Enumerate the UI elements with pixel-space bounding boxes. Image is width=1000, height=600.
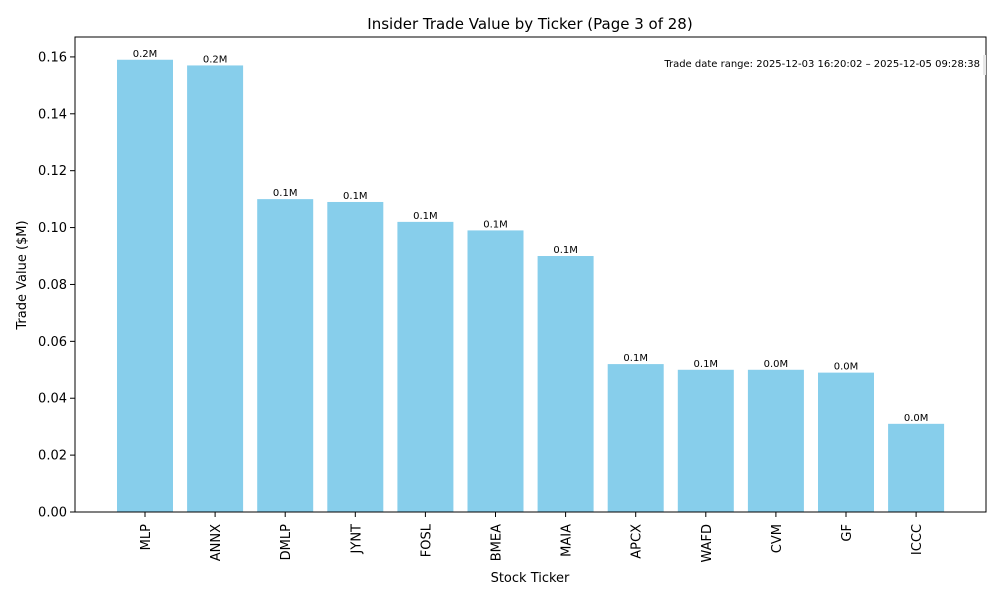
x-tick-label: WAFD	[700, 524, 715, 563]
x-tick-label: APCX	[630, 524, 645, 559]
bar-dmlp	[257, 199, 314, 513]
y-tick-label: 0.00	[38, 506, 67, 521]
plot-area-frame	[74, 36, 987, 513]
bar-fosl	[397, 221, 454, 512]
bar-maia	[537, 256, 594, 512]
bar-cvm	[747, 369, 804, 512]
bar-value-label: 0.1M	[483, 219, 508, 230]
x-tick-label: MAIA	[560, 524, 575, 557]
bar-value-label: 0.1M	[553, 245, 578, 256]
bar-value-label: 0.1M	[343, 191, 368, 202]
date-range-annotation: Trade date range: 2025-12-03 16:20:02 – …	[663, 59, 980, 70]
y-tick-label: 0.04	[38, 392, 67, 407]
x-tick-label: DMLP	[279, 524, 294, 560]
x-tick-label: JYNT	[349, 524, 364, 554]
bar-bmea	[467, 230, 524, 512]
y-tick-label: 0.14	[38, 107, 67, 122]
x-axis-label: Stock Ticker	[491, 571, 570, 586]
bar-apcx	[607, 364, 664, 512]
x-tick-label: CVM	[770, 524, 785, 553]
bar-annx	[187, 65, 244, 512]
x-tick-label: BMEA	[490, 524, 505, 561]
bar-value-label: 0.1M	[413, 211, 438, 222]
y-tick-label: 0.06	[38, 335, 67, 350]
bar-wafd	[677, 369, 734, 512]
annotation-edge	[983, 55, 986, 75]
bar-value-label: 0.1M	[694, 359, 719, 370]
x-tick-label: GF	[840, 524, 855, 542]
bar-value-label: 0.0M	[904, 413, 929, 424]
x-tick-label: ICCC	[910, 524, 925, 555]
x-tick-label: MLP	[139, 524, 154, 550]
bar-value-label: 0.0M	[834, 362, 859, 373]
y-tick-label: 0.16	[38, 50, 67, 65]
bar-value-label: 0.0M	[764, 359, 789, 370]
y-tick-label: 0.12	[38, 164, 67, 179]
bar-value-label: 0.2M	[133, 49, 158, 60]
bar-value-label: 0.2M	[203, 54, 228, 65]
x-tick-label: ANNX	[209, 524, 224, 561]
chart-title: Insider Trade Value by Ticker (Page 3 of…	[367, 15, 692, 33]
y-tick-label: 0.10	[38, 221, 67, 236]
bar-value-label: 0.1M	[273, 188, 298, 199]
bar-mlp	[117, 59, 173, 513]
bar-gf	[818, 372, 874, 512]
bar-jynt	[327, 201, 384, 512]
y-tick-label: 0.02	[38, 449, 67, 464]
bar-value-label: 0.1M	[623, 353, 648, 364]
bar-iccc	[888, 423, 945, 512]
x-tick-label: FOSL	[419, 523, 434, 557]
y-axis-label: Trade Value ($M)	[15, 220, 30, 330]
y-tick-label: 0.08	[38, 278, 67, 293]
